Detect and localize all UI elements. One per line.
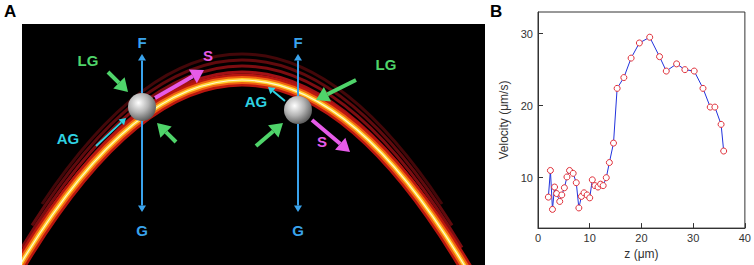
svg-text:G: G (292, 222, 304, 239)
svg-text:20: 20 (521, 100, 533, 112)
svg-text:AG: AG (245, 93, 268, 110)
svg-text:10: 10 (521, 172, 533, 184)
svg-text:S: S (317, 133, 327, 150)
svg-text:20: 20 (635, 232, 647, 244)
svg-text:30: 30 (521, 28, 533, 40)
svg-text:30: 30 (687, 232, 699, 244)
svg-text:Velocity (μm/s): Velocity (μm/s) (497, 81, 511, 160)
svg-text:F: F (137, 34, 146, 51)
svg-text:F: F (293, 34, 302, 51)
html-text:A: A (4, 2, 17, 21)
svg-text:0: 0 (535, 232, 541, 244)
svg-text:S: S (203, 47, 213, 64)
svg-text:AG: AG (57, 130, 80, 147)
svg-text:10: 10 (584, 232, 596, 244)
svg-text:LG: LG (376, 56, 397, 73)
svg-text:G: G (136, 222, 148, 239)
svg-text:z (μm): z (μm) (624, 247, 658, 261)
svg-text:LG: LG (78, 52, 99, 69)
html-text:B: B (490, 2, 503, 21)
svg-text:40: 40 (739, 232, 751, 244)
